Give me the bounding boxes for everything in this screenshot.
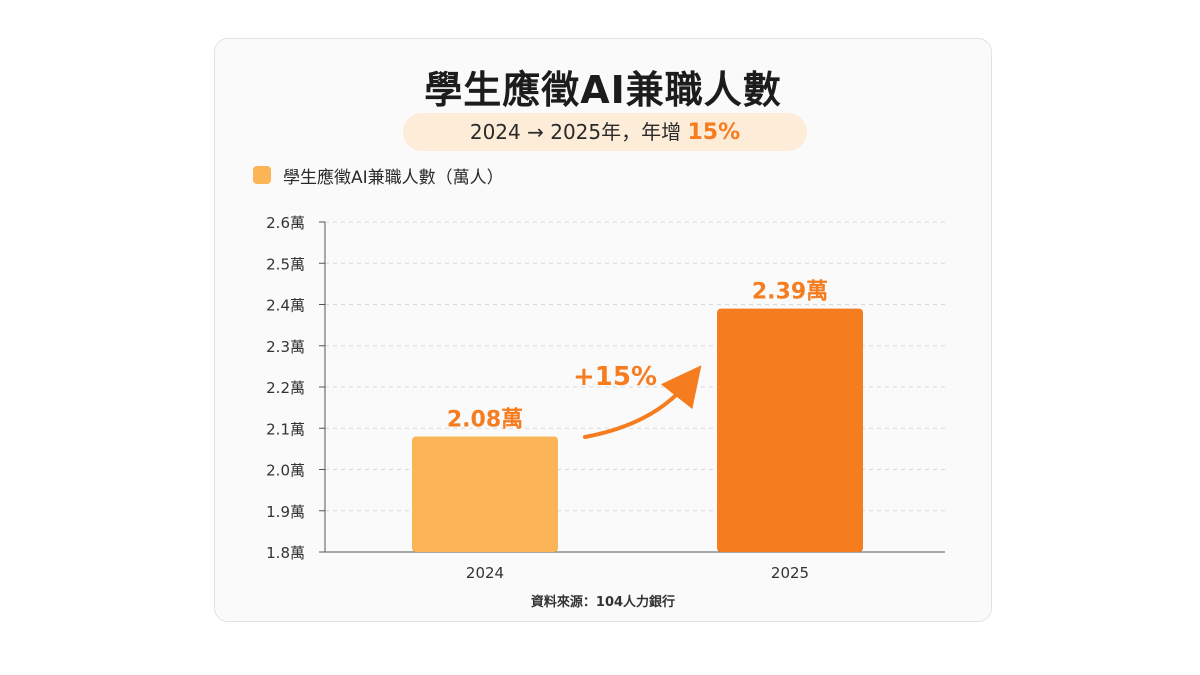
data-label-2024: 2.08萬 [447,408,523,433]
growth-summary-highlight: 15% [687,120,741,145]
y-tick-label: 2.4萬 [266,297,305,315]
bar-2024 [412,436,558,552]
y-tick-label: 2.0萬 [266,462,305,480]
y-tick-label: 1.9萬 [266,503,305,521]
bar-chart: 1.8萬 1.9萬 2.0萬 2.1萬 2.2萬 2.3萬 2.4萬 2.5萬 2.6萬 2.0… [266,214,945,579]
y-tick-label: 1.8萬 [266,544,305,562]
growth-summary-text: 2024 → 2025年，年增 [469,120,688,144]
bar-2025 [717,308,863,552]
y-tick-label: 2.3萬 [266,338,305,356]
chart-legend: 學生應徵AI兼職人數（萬人） [253,163,504,188]
legend-label: 學生應徵AI兼職人數（萬人） [283,167,504,188]
x-tick-label-2025: 2025 [771,564,809,579]
growth-arrow [583,365,702,439]
chart-card: 學生應徵AI兼職人數 2024 → 2025年，年增 15% 學生應徵AI兼職人… [214,38,992,622]
y-tick-label: 2.6萬 [266,214,305,232]
growth-annotation: +15% [573,362,657,392]
data-label-2025: 2.39萬 [752,280,828,305]
chart-title: 學生應徵AI兼職人數 [424,68,782,112]
growth-summary-pill: 2024 → 2025年，年增 15% [403,113,807,151]
x-tick-label-2024: 2024 [466,564,504,579]
legend-swatch [253,166,271,184]
data-source: 資料來源：104人力銀行 [530,595,676,610]
y-tick-label: 2.5萬 [266,255,305,273]
y-tick-label: 2.2萬 [266,379,305,397]
y-tick-label: 2.1萬 [266,420,305,438]
